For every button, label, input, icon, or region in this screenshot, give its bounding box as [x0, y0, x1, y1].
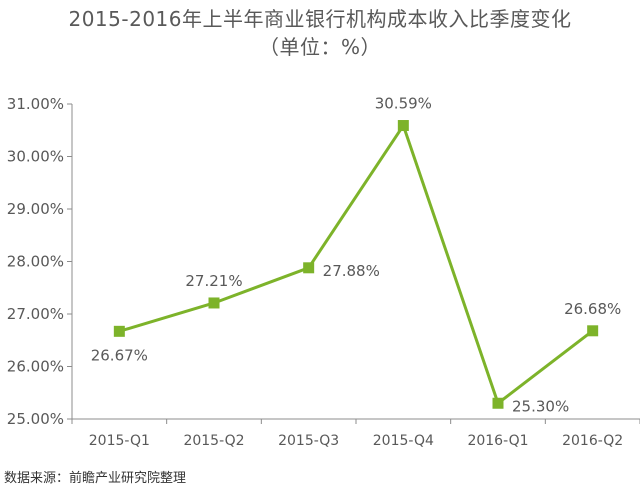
data-label: 26.68%	[564, 300, 621, 318]
x-tick-label: 2015-Q2	[183, 433, 244, 449]
data-point-marker	[303, 262, 315, 274]
data-label: 27.88%	[323, 262, 380, 280]
data-point-marker	[113, 325, 125, 337]
data-label: 27.21%	[185, 272, 242, 290]
data-label: 25.30%	[512, 397, 569, 415]
x-tick-label: 2015-Q1	[89, 433, 150, 449]
data-point-marker	[492, 397, 504, 409]
data-label: 26.67%	[91, 346, 148, 364]
y-tick-label: 26.00%	[7, 358, 64, 376]
x-tick-label: 2015-Q4	[373, 433, 434, 449]
series-line	[118, 124, 594, 405]
chart-title: 2015-2016年上半年商业银行机构成本收入比季度变化	[68, 7, 572, 31]
data-point-marker	[587, 325, 599, 337]
source-note: 数据来源：前瞻产业研究院整理	[4, 471, 187, 486]
y-tick-label: 28.00%	[7, 253, 64, 271]
y-tick-label: 29.00%	[7, 200, 64, 218]
x-tick-label: 2016-Q2	[562, 433, 623, 449]
data-point-marker	[397, 120, 409, 132]
chart-subtitle: （单位：%）	[258, 35, 381, 59]
data-point-marker	[208, 297, 220, 309]
data-label: 30.59%	[375, 95, 432, 113]
x-tick-label: 2016-Q1	[467, 433, 528, 449]
y-tick-label: 27.00%	[7, 305, 64, 323]
y-tick-label: 25.00%	[7, 410, 64, 428]
y-tick-label: 31.00%	[7, 95, 64, 113]
y-tick-label: 30.00%	[7, 148, 64, 166]
x-tick-label: 2015-Q3	[278, 433, 339, 449]
